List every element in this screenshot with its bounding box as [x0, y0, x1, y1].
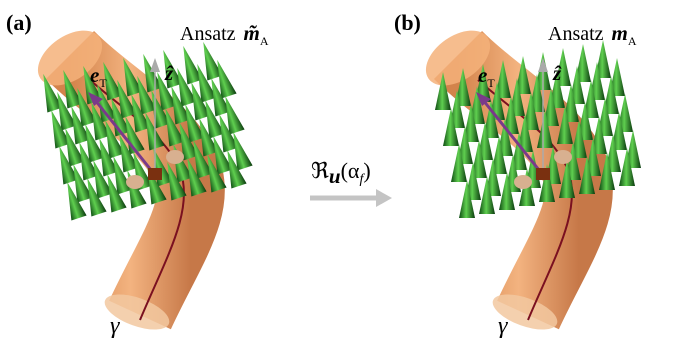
- symbol: m̃: [244, 21, 260, 45]
- gamma-label: γ: [110, 313, 120, 339]
- frame-disk: [126, 175, 144, 189]
- z-label: ẑ: [164, 61, 174, 85]
- symbol-sub: A: [260, 34, 269, 48]
- frame-box: [536, 168, 550, 180]
- figure: ℜu(αf) (a)Ansatzm̃AẑeTγ(b)AnsatzmAẑeTγ: [0, 0, 693, 343]
- panel: (a) Ansatz m̃Aẑ eTγ: [6, 10, 269, 339]
- symbol-sub: A: [628, 34, 637, 48]
- panel: (b)AnsatzmAẑeTγ: [394, 10, 641, 339]
- symbol: m: [612, 21, 628, 45]
- panel-title: Ansatz m̃A: [180, 21, 269, 48]
- z-label: ẑ: [552, 61, 562, 85]
- frame-disk: [166, 150, 184, 164]
- z-head: [538, 58, 548, 72]
- panel-label: (a): [6, 10, 32, 35]
- z-head: [150, 58, 160, 72]
- transform-label: ℜu(αf): [311, 158, 371, 188]
- title-text: Ansatz: [548, 23, 604, 45]
- gamma-label: γ: [498, 313, 508, 339]
- panel-title: AnsatzmA: [548, 21, 637, 48]
- title-text: Ansatz: [180, 23, 236, 45]
- frame-box: [148, 168, 162, 180]
- e-text: e: [478, 63, 487, 87]
- e-sub: T: [99, 76, 107, 90]
- frame-disk: [514, 175, 532, 189]
- panel-label: (b): [394, 10, 421, 35]
- e-sub: T: [487, 76, 495, 90]
- arrow-head: [376, 189, 392, 207]
- e-text: e: [90, 63, 99, 87]
- frame-disk: [554, 150, 572, 164]
- transform-arrow: ℜu(αf): [310, 158, 392, 207]
